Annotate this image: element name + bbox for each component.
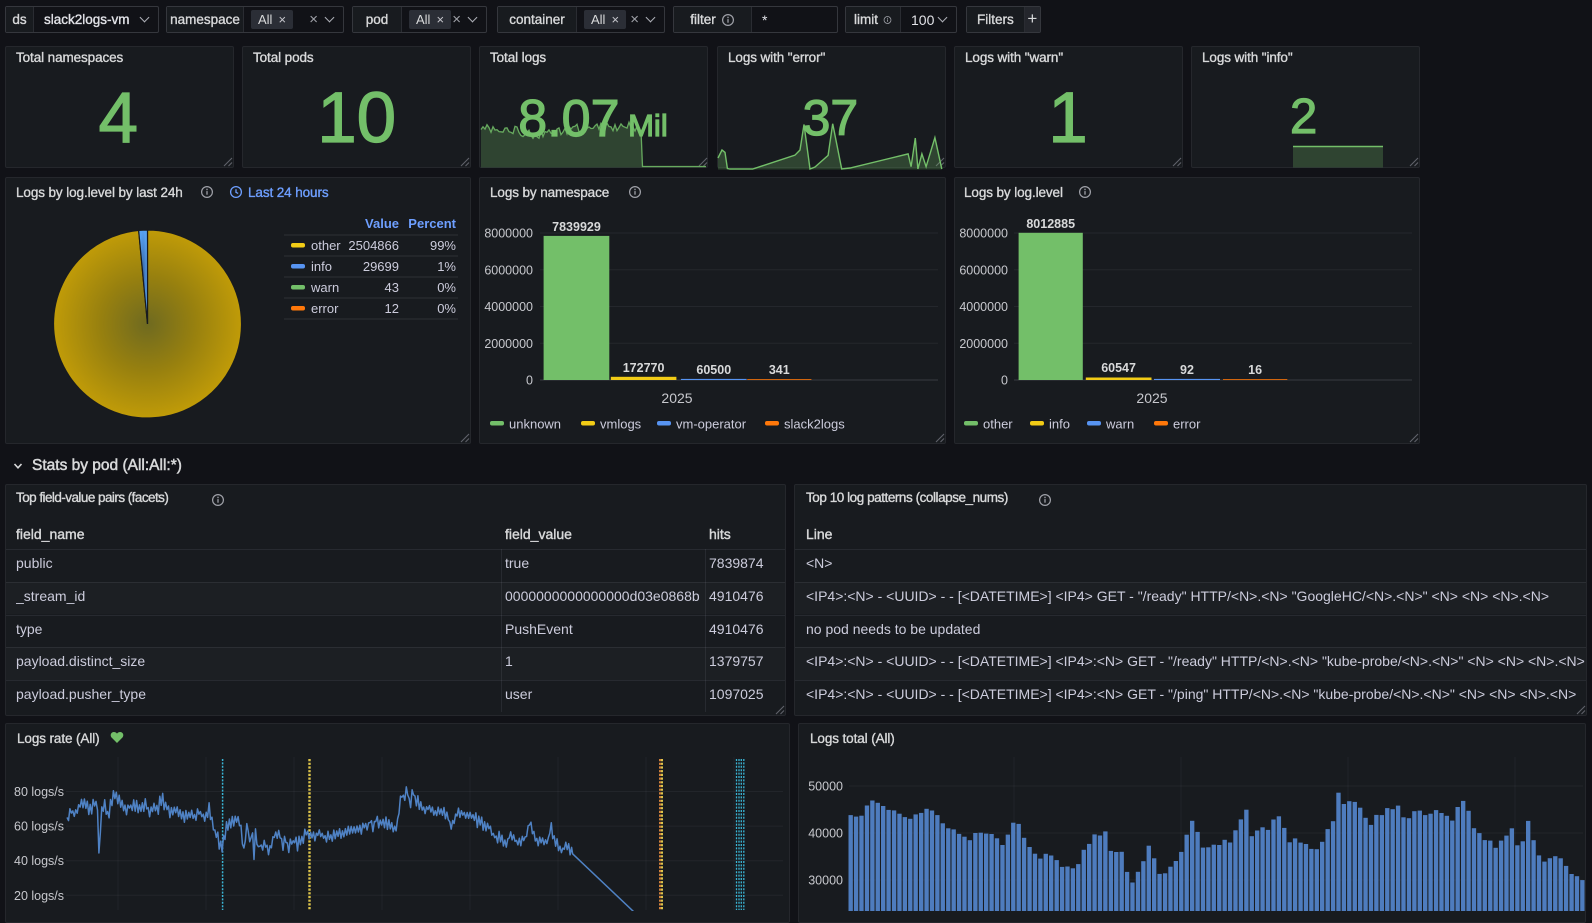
svg-text:80 logs/s: 80 logs/s <box>14 785 64 799</box>
svg-text:341: 341 <box>769 363 790 377</box>
svg-text:Percent: Percent <box>408 216 456 231</box>
svg-text:4000000: 4000000 <box>484 300 533 314</box>
svg-text:slack2logs: slack2logs <box>784 417 845 432</box>
svg-text:8000000: 8000000 <box>484 227 533 241</box>
svg-text:unknown: unknown <box>509 417 561 432</box>
svg-text:2000000: 2000000 <box>959 337 1008 351</box>
svg-text:7839929: 7839929 <box>552 220 601 234</box>
svg-text:4000000: 4000000 <box>959 300 1008 314</box>
svg-text:Value: Value <box>365 216 399 231</box>
svg-text:2025: 2025 <box>1136 390 1167 406</box>
svg-text:other: other <box>311 238 341 253</box>
svg-text:vmlogs: vmlogs <box>600 417 642 432</box>
svg-text:0: 0 <box>1001 374 1008 388</box>
svg-text:error: error <box>311 301 339 316</box>
svg-text:50000: 50000 <box>808 780 843 794</box>
svg-text:0: 0 <box>526 374 533 388</box>
svg-text:info: info <box>311 259 332 274</box>
svg-text:172770: 172770 <box>623 361 665 375</box>
svg-text:6000000: 6000000 <box>484 263 533 277</box>
svg-text:40 logs/s: 40 logs/s <box>14 854 64 868</box>
svg-text:vm-operator: vm-operator <box>676 417 747 432</box>
svg-text:60547: 60547 <box>1101 361 1136 375</box>
svg-text:43: 43 <box>385 280 399 295</box>
svg-text:12: 12 <box>385 301 399 316</box>
svg-text:warn: warn <box>1105 417 1134 432</box>
svg-text:2000000: 2000000 <box>484 337 533 351</box>
svg-text:other: other <box>983 417 1013 432</box>
svg-text:warn: warn <box>310 280 339 295</box>
svg-text:40000: 40000 <box>808 827 843 841</box>
svg-text:0%: 0% <box>437 301 456 316</box>
svg-text:60 logs/s: 60 logs/s <box>14 820 64 834</box>
svg-text:30000: 30000 <box>808 874 843 888</box>
svg-text:99%: 99% <box>430 238 456 253</box>
svg-text:29699: 29699 <box>363 259 399 274</box>
svg-text:error: error <box>1173 417 1201 432</box>
svg-text:92: 92 <box>1180 363 1194 377</box>
svg-text:8012885: 8012885 <box>1026 217 1075 231</box>
svg-text:info: info <box>1049 417 1070 432</box>
svg-text:16: 16 <box>1248 363 1262 377</box>
svg-text:20 logs/s: 20 logs/s <box>14 889 64 903</box>
svg-text:0%: 0% <box>437 280 456 295</box>
svg-text:2504866: 2504866 <box>348 238 399 253</box>
svg-text:8000000: 8000000 <box>959 227 1008 241</box>
svg-text:60500: 60500 <box>696 363 731 377</box>
svg-text:2025: 2025 <box>661 390 692 406</box>
svg-text:1%: 1% <box>437 259 456 274</box>
svg-text:6000000: 6000000 <box>959 263 1008 277</box>
